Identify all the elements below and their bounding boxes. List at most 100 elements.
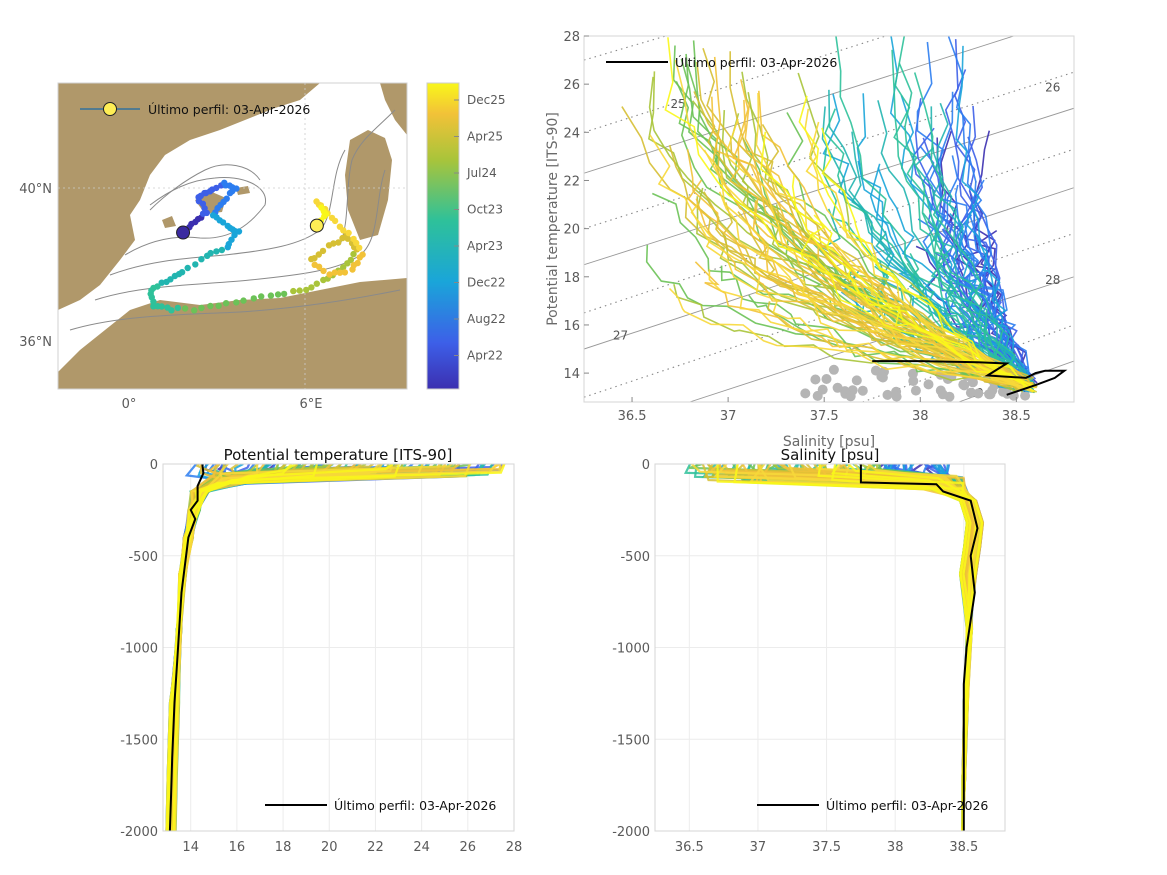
trajectory-point — [224, 244, 231, 251]
sal-profiles — [683, 464, 985, 831]
deep-point — [985, 389, 996, 400]
land-iberia — [58, 83, 320, 310]
trajectory-point — [181, 305, 189, 312]
trajectory-point — [280, 290, 288, 298]
trajectory-point — [319, 247, 327, 255]
land-italy — [380, 83, 407, 135]
ts-last-profile — [872, 360, 1068, 396]
temp-legend-label: Último perfil: 03-Apr-2026 — [334, 798, 496, 813]
isopycnal-label: 27 — [613, 328, 628, 342]
deep-point — [845, 391, 856, 402]
trajectory-point — [290, 287, 297, 295]
sal-title: Salinity [psu] — [781, 446, 880, 464]
trajectory-point — [356, 244, 363, 251]
land-africa — [58, 278, 407, 389]
trajectory-point — [350, 235, 357, 243]
ts-profile-line — [694, 261, 1034, 385]
trajectory-point — [218, 246, 226, 254]
ts-profile-line — [893, 36, 1035, 386]
deep-point — [965, 387, 976, 398]
deep-point — [907, 368, 918, 379]
last-position-marker — [309, 218, 324, 233]
trajectory-point — [163, 278, 170, 286]
land-sardinia — [345, 130, 392, 240]
isopycnal-label: 25 — [670, 97, 685, 111]
ts-ytick-label: 16 — [563, 319, 580, 334]
ts-profile-line — [708, 269, 1036, 389]
deep-point — [908, 376, 919, 386]
ts-profile-line — [728, 141, 1028, 389]
temp-xtick-label: 28 — [506, 840, 523, 855]
trajectory-point — [233, 299, 240, 306]
trajectory-point — [315, 251, 322, 258]
temp-profile-line — [165, 464, 506, 831]
sal-xtick-label: 38.5 — [949, 840, 978, 855]
trajectory-point — [213, 184, 220, 192]
ts-legend-label: Último perfil: 03-Apr-2026 — [675, 55, 837, 70]
colorbar-label: Apr22 — [467, 349, 503, 363]
trajectory-point — [267, 292, 275, 299]
deep-point — [882, 389, 893, 400]
trajectory-point — [204, 252, 211, 259]
sal-xtick-label: 36.5 — [675, 840, 704, 855]
trajectory-point — [191, 307, 198, 314]
sal-ytick-label: 0 — [642, 458, 650, 473]
ts-profile-line — [755, 92, 1034, 393]
temp-xtick-label: 20 — [321, 840, 338, 855]
isopycnal-label: 28 — [1045, 273, 1060, 287]
ts-legend: Último perfil: 03-Apr-2026 — [606, 55, 837, 70]
map-legend-label: Último perfil: 03-Apr-2026 — [148, 102, 310, 117]
temp-xtick-label: 26 — [460, 840, 477, 855]
trajectory-point — [345, 229, 352, 237]
trajectory-point — [198, 256, 205, 263]
trajectory-point — [326, 271, 333, 278]
trajectory-point — [222, 300, 230, 307]
sal-ytick-label: -1500 — [612, 733, 650, 748]
ts-xtick-label: 37 — [720, 409, 737, 424]
colorbar-label: Aug22 — [467, 312, 506, 326]
trajectory-point — [359, 251, 366, 258]
trajectory-point — [296, 287, 303, 294]
map-panel: Último perfil: 03-Apr-2026 40°N 36°N 0° … — [19, 82, 408, 412]
trajectory-point — [240, 297, 247, 304]
trajectory-point — [331, 269, 338, 276]
deep-point — [857, 385, 868, 396]
isopycnal-label: 26 — [1045, 80, 1060, 94]
temp-ytick-label: 0 — [150, 458, 158, 473]
trajectory-point — [328, 214, 336, 222]
ts-profile-line — [898, 62, 1025, 389]
deep-point — [821, 374, 832, 384]
trajectory-point — [339, 234, 346, 242]
first-position-marker — [176, 225, 191, 240]
map-frame — [57, 82, 408, 390]
trajectory-point — [303, 286, 310, 294]
temp-ytick-label: -1000 — [120, 642, 158, 657]
trajectory-point — [258, 293, 265, 300]
deep-point — [812, 390, 823, 401]
trajectory-point — [336, 269, 344, 276]
ts-profile-line — [651, 192, 1022, 388]
deep-point — [967, 377, 978, 388]
colorbar-label: Apr23 — [467, 239, 503, 253]
graticule — [58, 83, 407, 389]
deep-point — [959, 380, 970, 391]
ts-ytick-label: 26 — [563, 78, 580, 93]
trajectory-point — [168, 307, 175, 314]
colorbar-label: Oct23 — [467, 203, 503, 217]
float-trajectory — [147, 179, 366, 314]
ts-profile-line — [798, 95, 1024, 384]
ts-ytick-label: 18 — [563, 271, 580, 286]
trajectory-point — [250, 295, 257, 302]
ts-ytick-label: 28 — [563, 30, 580, 45]
trajectory-point — [158, 303, 165, 310]
ts-profile-line — [835, 36, 1031, 386]
deep-point — [997, 386, 1008, 397]
sal-frame — [654, 463, 1006, 832]
isopycnal-line — [862, 324, 1074, 402]
ts-xtick-label: 36.5 — [618, 409, 647, 424]
ts-profile-line — [821, 127, 1026, 388]
ts-profile-line — [800, 232, 1035, 393]
colorbar-label: Jul24 — [466, 166, 497, 180]
trajectory-point — [308, 284, 315, 291]
